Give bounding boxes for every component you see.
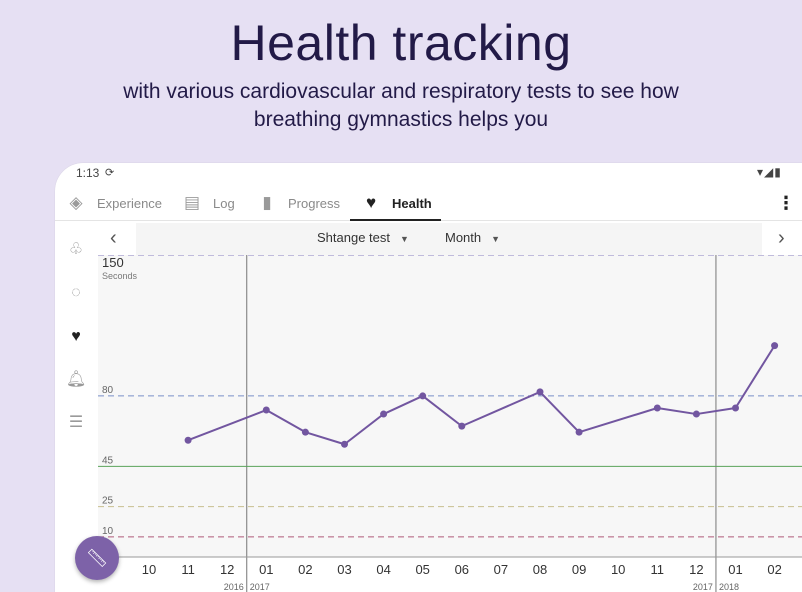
data-point (653, 404, 661, 412)
x-tick-label: 09 (572, 562, 586, 577)
test-dropdown-label: Shtange test (317, 230, 390, 245)
status-bar: 1:13 ⟳ ▾◢▮ (55, 163, 802, 183)
x-tick-label: 02 (298, 562, 312, 577)
selector-background (136, 223, 762, 255)
tab-label: Experience (97, 195, 163, 211)
tab-bar: ◈ Experience ▤ Log ▮ Progress ♥ Health ⋮ (55, 185, 802, 221)
sliders-icon[interactable]: ☰ (68, 414, 84, 431)
caret-down-icon: ▼ (400, 234, 409, 244)
caret-down-icon: ▼ (491, 234, 501, 244)
data-point (419, 392, 427, 400)
compass-icon: ◈ (69, 193, 83, 212)
previous-arrow-icon[interactable]: ‹ (110, 227, 117, 249)
x-tick-label: 03 (337, 562, 351, 577)
period-dropdown[interactable]: Month ▼ (445, 230, 500, 245)
tab-health[interactable]: ♥ Health (362, 185, 432, 221)
year-label: 2017 (693, 582, 713, 592)
x-tick-label: 10 (142, 562, 156, 577)
health-chart: 80 45 25 10 150 Seconds 10 11 12 01 02 03 04 05 06 07 08… (98, 254, 802, 592)
selector-bar: ‹ Shtange test ▼ Month ▼ › (98, 223, 802, 255)
y-max-label: 150 (102, 255, 124, 270)
reference-line-label: 80 (102, 385, 114, 396)
data-point (692, 410, 700, 418)
reference-line-label: 10 (102, 526, 114, 537)
ruler-icon: 📏︎ (85, 548, 109, 568)
x-tick-label: 01 (728, 562, 742, 577)
year-label: 2018 (719, 582, 739, 592)
sync-icon: ⟳ (105, 167, 115, 179)
promo-subtitle: with various cardiovascular and respirat… (0, 78, 802, 134)
timer-cycle-icon[interactable]: ◌ (71, 284, 81, 301)
x-tick-label: 06 (455, 562, 469, 577)
year-label: 2017 (250, 582, 270, 592)
test-dropdown[interactable]: Shtange test ▼ (317, 230, 409, 245)
x-tick-label: 11 (651, 562, 665, 577)
x-tick-label: 12 (689, 562, 703, 577)
list-icon: ▤ (183, 193, 201, 212)
reference-line-label: 25 (102, 496, 114, 507)
device-screen: 1:13 ⟳ ▾◢▮ ◈ Experience ▤ Log ▮ Progress… (55, 163, 802, 592)
tab-log[interactable]: ▤ Log (183, 185, 235, 221)
status-time: 1:13 (76, 166, 100, 180)
data-point (575, 428, 583, 436)
period-dropdown-label: Month (445, 230, 482, 245)
data-point (301, 428, 309, 436)
x-tick-label: 11 (181, 562, 195, 577)
data-point (262, 406, 270, 414)
data-point (458, 422, 466, 430)
status-icons: ▾◢▮ (757, 165, 782, 179)
overflow-menu-icon[interactable]: ⋮ (777, 193, 795, 213)
bar-chart-icon: ▮ (262, 193, 272, 212)
x-tick-label: 01 (259, 562, 273, 577)
data-point (341, 440, 348, 448)
promo-subtitle-line-2: breathing gymnastics helps you (253, 108, 549, 131)
promo-subtitle-line-1: with various cardiovascular and respirat… (123, 80, 679, 103)
active-tab-indicator (350, 219, 441, 221)
tab-label: Health (392, 195, 432, 211)
next-arrow-icon[interactable]: › (778, 227, 785, 249)
plot-background (98, 255, 802, 557)
x-tick-label: 12 (220, 562, 234, 577)
data-point (771, 342, 779, 350)
x-tick-label: 07 (494, 562, 508, 577)
lungs-icon[interactable]: ♧ (68, 241, 84, 258)
data-point (184, 436, 192, 444)
reference-line-label: 45 (102, 455, 114, 466)
tab-experience[interactable]: ◈ Experience (67, 185, 162, 221)
measure-fab[interactable]: 📏︎ (75, 536, 119, 580)
data-point (536, 388, 544, 396)
x-tick-label: 02 (767, 562, 781, 577)
y-unit-label: Seconds (102, 271, 138, 281)
data-point (732, 404, 739, 412)
tab-label: Log (213, 195, 235, 211)
tab-progress[interactable]: ▮ Progress (258, 185, 340, 221)
year-label: 2016 (224, 582, 244, 592)
heart-icon[interactable]: ♥ (71, 328, 81, 345)
data-point (380, 410, 388, 418)
x-tick-label: 10 (611, 562, 625, 577)
x-tick-label: 04 (376, 562, 390, 577)
x-tick-label: 05 (415, 562, 429, 577)
bell-icon[interactable]: 🔔︎ (65, 371, 87, 388)
sidebar: ♧ ◌ ♥ 🔔︎ ☰ (55, 221, 97, 592)
tab-label: Progress (288, 195, 341, 211)
promo-title: Health tracking (230, 15, 572, 71)
x-tick-label: 08 (533, 562, 547, 577)
heart-icon: ♥ (365, 193, 377, 212)
